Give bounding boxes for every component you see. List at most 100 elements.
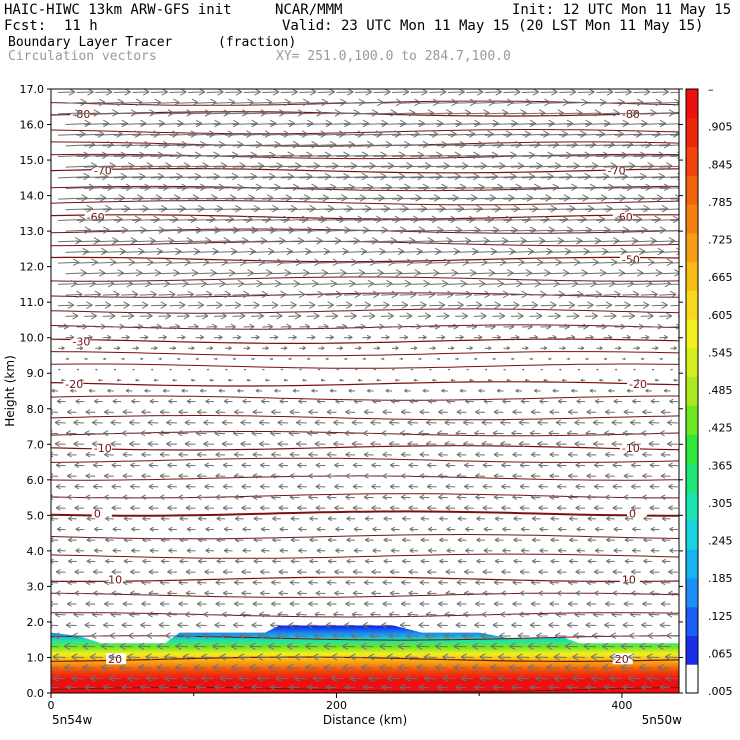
vector-head <box>553 283 560 288</box>
vector-head <box>122 473 128 477</box>
vector-shaft <box>213 123 240 126</box>
contour-line <box>51 214 679 220</box>
vector-head <box>519 483 525 487</box>
vector-head <box>239 258 247 263</box>
vector-shaft <box>362 208 390 211</box>
vector-head <box>334 592 339 596</box>
vector-head <box>701 187 707 190</box>
vector-head <box>520 528 526 532</box>
vector-head <box>549 454 555 458</box>
vector-head <box>623 496 629 500</box>
vector-head <box>346 537 351 541</box>
vector-shaft <box>392 197 422 200</box>
vector-head <box>251 119 258 124</box>
vector-head <box>631 505 636 509</box>
vector-head <box>204 464 210 469</box>
vector-head <box>569 537 574 541</box>
vector-shaft <box>577 176 610 179</box>
vector-head <box>629 258 637 263</box>
vector-shaft <box>547 165 580 168</box>
vector-head <box>658 172 666 178</box>
vector-shaft <box>121 186 151 189</box>
vector-head <box>122 579 128 583</box>
vector-head <box>408 569 414 573</box>
vector-head <box>641 226 648 231</box>
vector-shaft <box>121 315 134 317</box>
vector-head <box>631 462 636 466</box>
vector-shaft <box>58 240 82 243</box>
contour-line <box>51 324 679 330</box>
vector-head <box>272 539 277 543</box>
vector-head <box>655 347 659 351</box>
vector-head <box>85 494 91 498</box>
vector-head <box>334 237 342 242</box>
vector-shaft <box>510 293 528 296</box>
vector-head <box>674 269 679 273</box>
vector-head <box>663 390 668 393</box>
vector-head <box>66 579 72 583</box>
vector-head <box>295 258 303 263</box>
vector-head <box>554 312 561 317</box>
vector-shaft <box>521 154 554 158</box>
vector-shaft <box>176 315 190 317</box>
vector-head <box>308 451 313 456</box>
vector-head <box>261 550 266 554</box>
vector-head <box>515 183 522 188</box>
vector-shaft <box>288 123 314 126</box>
vector-head <box>226 369 228 371</box>
vector-shaft <box>503 304 520 307</box>
vector-head <box>441 336 446 340</box>
vector-head <box>605 411 610 415</box>
vector-head <box>123 560 128 564</box>
vector-head <box>94 548 99 551</box>
vector-head <box>290 539 295 543</box>
vector-head <box>131 398 136 402</box>
vector-head <box>216 560 221 564</box>
vector-head <box>623 454 629 458</box>
vector-head <box>626 390 631 393</box>
vector-head <box>284 347 288 351</box>
vector-head <box>539 398 544 402</box>
vector-head <box>286 323 292 328</box>
vector-head <box>222 505 228 509</box>
vector-head <box>243 290 250 295</box>
vector-head <box>643 91 651 96</box>
vector-head <box>434 247 442 252</box>
vector-shaft <box>269 251 293 253</box>
vector-head <box>404 390 408 393</box>
vector-shaft <box>429 261 451 264</box>
vector-shaft <box>373 133 401 136</box>
vector-shaft <box>176 229 203 232</box>
vector-head <box>94 528 99 532</box>
vector-head <box>153 379 157 382</box>
vector-head <box>628 312 636 317</box>
vector-head <box>661 537 667 541</box>
vector-head <box>200 183 207 188</box>
vector-head <box>212 323 218 328</box>
vector-head <box>393 369 395 371</box>
contour-line <box>51 686 679 693</box>
vector-shaft <box>447 133 476 136</box>
vector-shaft <box>596 91 614 94</box>
vector-head <box>121 432 127 437</box>
vector-shaft <box>566 101 588 104</box>
vector-head <box>202 162 209 167</box>
vector-shaft <box>410 218 438 221</box>
vector-shaft <box>577 91 595 94</box>
vector-head <box>480 315 487 320</box>
vector-head <box>389 507 395 511</box>
vector-head <box>311 390 315 393</box>
vector-head <box>230 247 238 252</box>
vector-head <box>425 440 432 445</box>
vector-head <box>185 592 191 596</box>
vector-head <box>645 183 652 188</box>
vector-head <box>146 315 153 320</box>
vector-head <box>327 537 333 541</box>
vector-shaft <box>670 134 679 136</box>
vector-head <box>268 172 276 178</box>
vector-head <box>518 422 524 426</box>
vector-head <box>391 290 399 295</box>
vector-head <box>122 358 125 361</box>
vector-shaft <box>225 91 242 94</box>
vector-head <box>623 409 629 413</box>
